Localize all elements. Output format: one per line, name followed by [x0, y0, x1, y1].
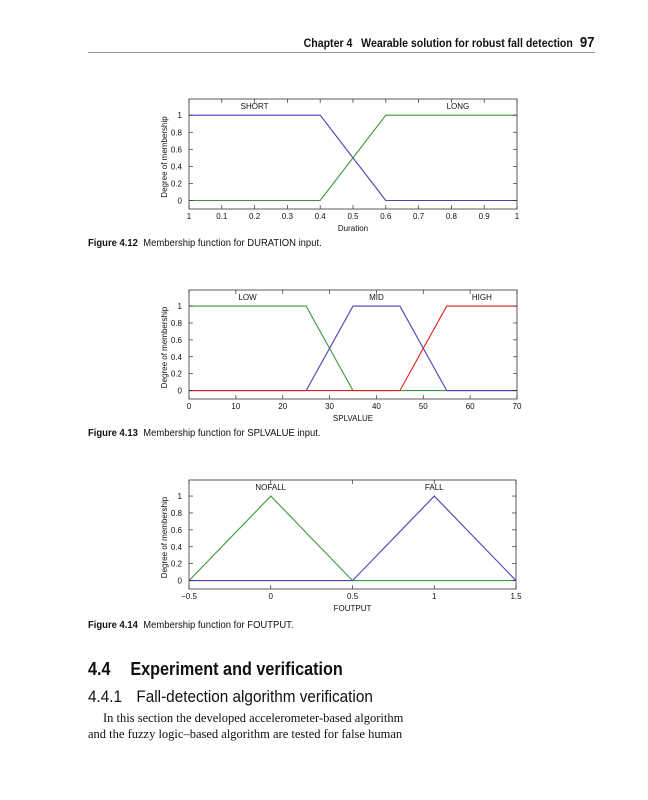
x-tick-label: 1 [187, 212, 192, 221]
y-axis-label: Degree of membership [160, 116, 169, 198]
figure-caption-4-14: Figure 4.14 Membership function for FOUTP… [88, 619, 294, 631]
section-number: 4.4 [88, 659, 111, 679]
x-tick-label: 0.9 [479, 212, 491, 221]
y-axis-label: Degree of membership [160, 496, 169, 578]
caption-text: Membership function for SPLVALUE input. [143, 427, 321, 439]
subsection-title: Fall-detection algorithm verification [136, 687, 373, 706]
series-line-low [189, 305, 517, 392]
y-tick-label: 1 [178, 492, 183, 501]
membership-chart-3: NOFALL FALL −0.5 0 0.5 1 1.5 0 0.2 0.4 0.6 0.8 1 FOUT… [160, 479, 522, 613]
y-tick-label: 0 [178, 196, 183, 205]
series-label-low: LOW [238, 293, 257, 302]
y-tick-label: 0.8 [171, 319, 183, 328]
figure-caption-4-13: Figure 4.13 Membership function for SPLVA… [88, 427, 320, 439]
x-tick-label: 40 [372, 402, 381, 411]
x-tick-label: 1 [432, 592, 437, 601]
y-tick-label: 0.8 [171, 128, 183, 137]
y-tick-label: 1 [178, 302, 183, 311]
section-heading: 4.4 Experiment and verification [88, 659, 343, 680]
y-tick-label: 0.2 [171, 179, 183, 188]
x-tick-label: 10 [231, 402, 240, 411]
x-axis-label: FOUTPUT [334, 604, 372, 613]
x-tick-label: 0 [269, 592, 274, 601]
caption-text: Membership function for FOUTPUT. [143, 619, 294, 631]
y-tick-label: 0.6 [171, 526, 183, 535]
series-line-long [189, 114, 517, 202]
y-tick-label: 0.8 [171, 509, 183, 518]
x-tick-label: 0.1 [216, 212, 228, 221]
x-tick-label: 0.8 [446, 212, 458, 221]
series-label-mid: MID [369, 293, 384, 302]
x-tick-label: 50 [419, 402, 428, 411]
y-tick-label: 0 [178, 387, 183, 396]
x-tick-label: 0.4 [315, 212, 327, 221]
membership-chart-2: LOW MID HIGH 0 10 20 30 40 50 60 70 0 0.2 0.4 0.6 0.8 1 S… [160, 289, 522, 423]
y-tick-label: 0.4 [171, 162, 183, 171]
x-tick-label: 70 [513, 402, 522, 411]
plot-frame [188, 479, 517, 590]
x-tick-label: 1.5 [510, 592, 522, 601]
x-tick-label: 0.2 [249, 212, 261, 221]
x-tick-label: 1 [515, 212, 520, 221]
series-label-high: HIGH [472, 293, 492, 302]
x-tick-label: 0.3 [282, 212, 294, 221]
subsection-heading: 4.4.1 Fall-detection algorithm verificati… [88, 687, 373, 707]
caption-label: Figure 4.13 [88, 427, 138, 439]
x-tick-label: 60 [466, 402, 475, 411]
series-line-mid [189, 305, 517, 392]
page-number: 97 [580, 34, 595, 51]
x-tick-label: 0.6 [380, 212, 392, 221]
x-axis-label: Duration [338, 224, 368, 233]
series-line-high [189, 305, 517, 392]
x-axis-label: SPLVALUE [333, 414, 373, 423]
x-tick-label: 0.5 [347, 592, 359, 601]
plot-frame [188, 289, 518, 400]
body-line-2: and the fuzzy logic–based algorithm are … [88, 727, 403, 741]
x-tick-label: −0.5 [181, 592, 197, 601]
running-header: Chapter 4 Wearable solution for robust fa… [304, 34, 595, 51]
y-tick-label: 0.2 [171, 560, 183, 569]
x-tick-label: 0.7 [413, 212, 425, 221]
chapter-label: Chapter 4 [304, 36, 353, 50]
header-rule [88, 52, 595, 53]
section-title: Experiment and verification [130, 659, 343, 679]
figure-caption-4-12: Figure 4.12 Membership function for DURAT… [88, 237, 322, 249]
x-tick-label: 20 [278, 402, 287, 411]
series-label-nofall: NOFALL [255, 483, 286, 492]
series-label-short: SHORT [241, 102, 269, 111]
y-tick-label: 0.6 [171, 145, 183, 154]
subsection-number: 4.4.1 [88, 687, 123, 706]
y-tick-label: 0.2 [171, 370, 183, 379]
y-tick-label: 0.4 [171, 353, 183, 362]
caption-label: Figure 4.12 [88, 237, 138, 249]
caption-text: Membership function for DURATION input. [143, 237, 322, 249]
caption-label: Figure 4.14 [88, 619, 138, 631]
series-label-fall: FALL [425, 483, 444, 492]
x-tick-label: 0 [187, 402, 192, 411]
series-label-long: LONG [447, 102, 470, 111]
x-tick-label: 30 [325, 402, 334, 411]
series-line-nofall [188, 495, 516, 582]
series-line-fall [189, 495, 517, 582]
y-tick-label: 0.6 [171, 336, 183, 345]
chapter-title: Wearable solution for robust fall detect… [361, 36, 574, 50]
y-tick-label: 0.4 [171, 543, 183, 552]
y-axis-label: Degree of membership [160, 306, 169, 388]
y-tick-label: 1 [178, 111, 183, 120]
x-tick-label: 0.5 [347, 212, 359, 221]
body-line-1: In this section the developed accelerome… [103, 711, 404, 725]
y-tick-label: 0 [178, 577, 183, 586]
